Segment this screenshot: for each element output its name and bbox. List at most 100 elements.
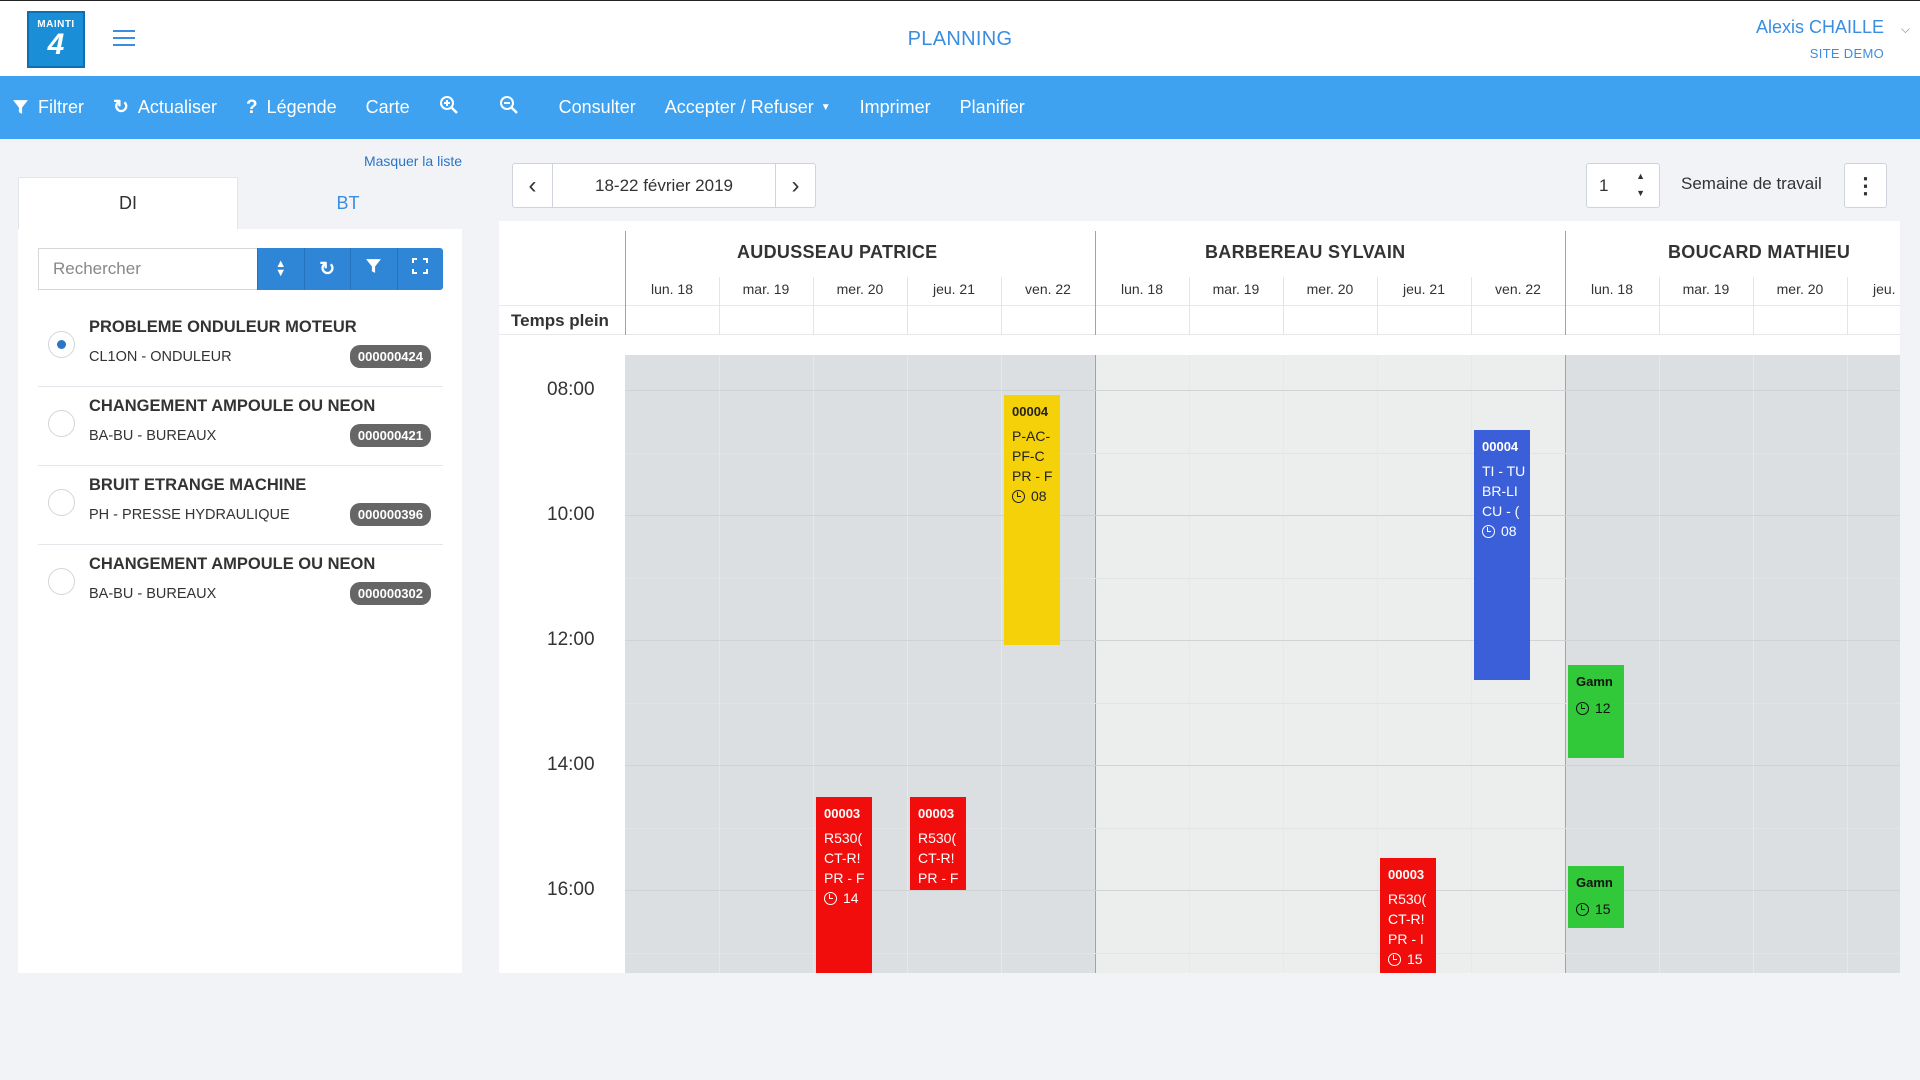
date-range[interactable]: 18-22 février 2019 [595, 175, 733, 195]
accept-refuse-dropdown[interactable]: Accepter / Refuser ▼ [665, 97, 831, 118]
consult-label: Consulter [558, 97, 636, 117]
person-separator [1095, 231, 1096, 335]
expand-button[interactable] [396, 248, 443, 290]
schedule-grid[interactable]: 00004 P-AC- PF-C PR - F 08 00004 TI - TU BR-LI C… [625, 355, 1900, 973]
planning-event[interactable]: 00003 R530(CT-R! PR - F 14 [816, 797, 872, 973]
week-count-stepper[interactable]: 1 ▲ ▼ [1586, 163, 1660, 208]
tab-bt[interactable]: BT [336, 192, 360, 213]
page-title: PLANNING [907, 28, 1013, 50]
event-line: R530( [918, 830, 957, 846]
event-time-value: 15 [1407, 951, 1423, 967]
event-code: 00004 [1482, 439, 1519, 454]
list-item[interactable]: CHANGEMENT AMPOULE OU NEON BA-BU - BUREA… [38, 545, 443, 624]
stepper-up-icon[interactable]: ▲ [1636, 171, 1645, 181]
zoom-out-button[interactable] [499, 95, 519, 120]
day-divider [1847, 277, 1848, 335]
app-logo[interactable]: MAINTI 4 [27, 11, 85, 68]
person-separator [1565, 231, 1566, 335]
print-label: Imprimer [859, 97, 931, 117]
event-time: 15 [1388, 949, 1436, 969]
request-list-panel: Masquer la liste DI BT ▲▼ ↻ [18, 139, 462, 973]
tab-di[interactable]: DI [18, 177, 238, 229]
item-number-badge: 000000424 [349, 345, 431, 368]
sort-icon: ▲ ▼ [275, 258, 287, 279]
previous-week-button[interactable]: ‹ [513, 164, 553, 207]
stepper-down-icon[interactable]: ▼ [1636, 188, 1645, 198]
logo-text: MAINTI [37, 19, 75, 30]
event-line: CT-R! [918, 850, 955, 866]
event-time-value: 15 [1595, 901, 1611, 917]
plan-button[interactable]: Planifier [960, 97, 1025, 118]
event-line: R530( [1388, 891, 1427, 907]
planning-event[interactable]: 00004 TI - TU BR-LI CU - (08 [1474, 430, 1530, 680]
day-divider [719, 355, 720, 973]
legend-button[interactable]: ? Légende [246, 97, 337, 119]
day-divider [1001, 355, 1002, 973]
item-title: BRUIT ETRANGE MACHINE [89, 476, 307, 494]
event-time-value: 08 [1501, 523, 1517, 539]
week-mode-label[interactable]: Semaine de travail [1681, 174, 1822, 193]
radio[interactable] [48, 568, 75, 595]
clock-icon [1482, 525, 1495, 538]
person-header: BOUCARD MATHIEU [1668, 242, 1851, 262]
event-time: 08 [1482, 521, 1530, 541]
day-divider [1001, 277, 1002, 335]
event-code: Gamn [1576, 674, 1613, 689]
person-separator [1095, 355, 1096, 973]
filter-list-button[interactable] [350, 248, 397, 290]
day-header: jeu. 21 [1872, 281, 1900, 297]
planning-panel: ‹ 18-22 février 2019 › 1 ▲ ▼ Semaine de … [499, 152, 1900, 973]
more-options-button[interactable]: ⋮ [1844, 163, 1887, 208]
hour-line [625, 577, 1900, 579]
list-item[interactable]: BRUIT ETRANGE MACHINE PH - PRESSE HYDRAU… [38, 466, 443, 545]
radio[interactable] [48, 489, 75, 516]
day-divider [1283, 355, 1284, 973]
planning-event[interactable]: Gamn 15 [1568, 866, 1624, 928]
planning-event[interactable]: 00004 P-AC- PF-C PR - F 08 [1004, 395, 1060, 645]
list-item[interactable]: PROBLEME ONDULEUR MOTEUR CL1ON - ONDULEU… [38, 308, 443, 387]
event-time-value: 08 [1031, 488, 1047, 504]
hide-list-link[interactable]: Masquer la liste [363, 153, 462, 169]
event-line: BR-LI [1482, 483, 1518, 499]
day-divider [719, 277, 720, 335]
planning-event[interactable]: 00003 R530(CT-R! PR - I 15 [1380, 858, 1436, 973]
day-header: mar. 19 [1212, 281, 1260, 297]
zoom-in-button[interactable] [439, 95, 459, 120]
day-divider [1471, 277, 1472, 335]
logo-number: 4 [47, 28, 65, 61]
radio[interactable] [48, 410, 75, 437]
refresh-icon: ↻ [113, 97, 129, 118]
person-separator [1565, 355, 1566, 973]
day-divider [1659, 277, 1660, 335]
refresh-button[interactable]: ↻ Actualiser [113, 96, 217, 119]
time-label: 16:00 [547, 879, 595, 900]
event-time: 12 [1576, 698, 1624, 718]
planning-event[interactable]: 00003 R530(CT-R! PR - F [910, 797, 966, 890]
user-name[interactable]: Alexis CHAILLE [1755, 17, 1884, 37]
event-code: 00004 [1012, 404, 1049, 419]
event-code: Gamn [1576, 875, 1613, 890]
refresh-list-button[interactable]: ↻ [303, 248, 350, 290]
person-header: AUDUSSEAU PATRICE [737, 242, 938, 262]
menu-icon[interactable] [113, 30, 135, 47]
list-item[interactable]: CHANGEMENT AMPOULE OU NEON BA-BU - BUREA… [38, 387, 443, 466]
search-input[interactable] [38, 248, 257, 290]
calendar: AUDUSSEAU PATRICE BARBEREAU SYLVAIN BOUC… [499, 221, 1900, 973]
full-time-label: Temps plein [511, 311, 609, 330]
consult-button[interactable]: Consulter [559, 97, 636, 118]
chevron-down-icon[interactable]: ⌵ [1900, 22, 1910, 36]
item-subtitle: BA-BU - BUREAUX [89, 428, 217, 444]
filter-button[interactable]: Filtrer [12, 97, 84, 118]
clock-icon [824, 892, 837, 905]
radio-selected[interactable] [48, 331, 75, 358]
day-divider [1471, 355, 1472, 973]
next-week-button[interactable]: › [775, 164, 815, 207]
day-divider [907, 277, 908, 335]
day-divider [1753, 355, 1754, 973]
event-line: PR - I [1388, 931, 1424, 947]
planning-event[interactable]: Gamn 12 [1568, 665, 1624, 758]
map-button[interactable]: Carte [366, 97, 410, 118]
sort-button[interactable]: ▲ ▼ [257, 248, 304, 290]
print-button[interactable]: Imprimer [860, 97, 931, 118]
day-divider [813, 355, 814, 973]
